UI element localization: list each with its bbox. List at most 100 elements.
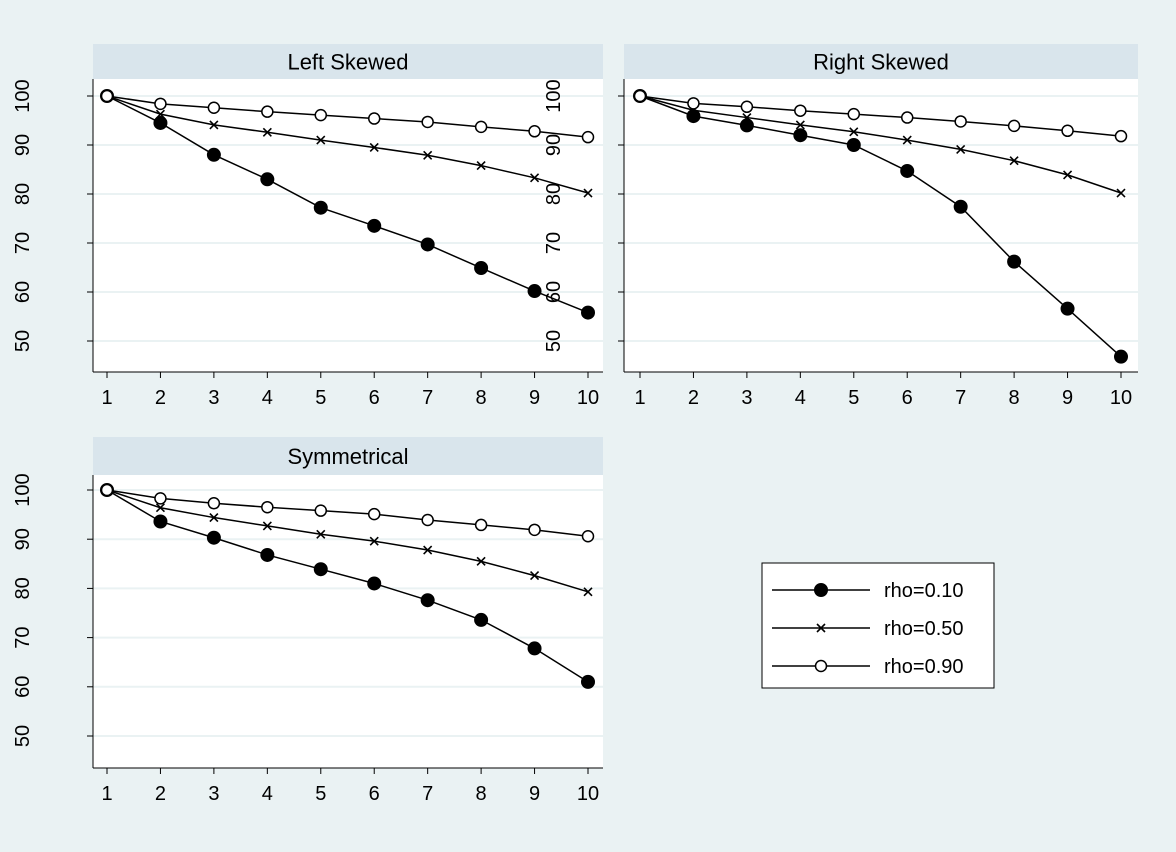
x-tick-label-1: 1 xyxy=(634,387,645,409)
series-rho-0-50-point-3-b xyxy=(262,127,272,137)
series-rho-0-90-point-5 xyxy=(900,111,914,124)
series-rho-0-90-point-0 xyxy=(100,483,114,497)
series-rho-0-50-point-7-b xyxy=(476,161,486,171)
x-tick-label-2: 2 xyxy=(155,783,166,805)
x-tick-label-1: 1 xyxy=(101,783,112,805)
y-tick-label-100: 100 xyxy=(543,79,565,112)
series-rho-0-10-point-9 xyxy=(1114,349,1128,364)
series-rho-0-50-point-7 xyxy=(1009,156,1019,166)
series-rho-0-10-point-9 xyxy=(581,305,595,320)
series-rho-0-10-point-8 xyxy=(527,641,542,656)
series-rho-0-50-point-4-b xyxy=(316,529,326,539)
series-rho-0-50-point-6 xyxy=(423,545,433,555)
x-tick-label-3: 3 xyxy=(741,387,752,409)
series-rho-0-50-line xyxy=(639,95,1122,194)
series-rho-0-90 xyxy=(100,89,595,144)
series-rho-0-50-point-2-b xyxy=(209,512,219,523)
series-rho-0-50-point-4 xyxy=(316,135,326,145)
y-tick-label-90: 90 xyxy=(543,134,565,156)
series-rho-0-50-point-5 xyxy=(902,135,912,145)
panel-title-strip xyxy=(624,44,1138,79)
series-rho-0-50-point-3 xyxy=(795,120,805,130)
series-rho-0-10-point-5 xyxy=(900,163,915,178)
plot-area xyxy=(624,79,1138,372)
y-tick-label-60: 60 xyxy=(12,281,34,303)
legend-item-rho-0-50: rho=0.50 xyxy=(772,618,964,640)
x-tick-label-3: 3 xyxy=(208,783,219,805)
series-rho-0-10-line xyxy=(106,95,589,314)
series-rho-0-10-point-6 xyxy=(420,237,435,252)
series-rho-0-50-point-4 xyxy=(849,127,859,137)
series-rho-0-50-point-7 xyxy=(476,161,486,171)
x-tick-label-6: 6 xyxy=(902,387,913,409)
series-rho-0-10-point-4 xyxy=(313,562,328,577)
series-rho-0-90-point-7 xyxy=(474,120,488,134)
legend-item-rho-0-50-point-0-b xyxy=(816,623,826,633)
x-tick-label-4: 4 xyxy=(795,387,806,409)
series-rho-0-10-point-4 xyxy=(313,200,328,215)
series-rho-0-50-point-5-b xyxy=(369,142,379,153)
x-tick-label-10: 10 xyxy=(1110,387,1132,409)
series-rho-0-90-point-1 xyxy=(154,492,167,505)
series-rho-0-90-point-9 xyxy=(1114,129,1128,143)
series-rho-0-50-point-8-b xyxy=(529,173,540,183)
series-rho-0-50-point-1 xyxy=(155,109,166,119)
series-rho-0-10-point-8 xyxy=(527,284,542,299)
series-rho-0-10-point-2 xyxy=(206,147,221,162)
y-tick-label-80: 80 xyxy=(12,577,34,599)
series-rho-0-50-point-8 xyxy=(1062,170,1073,180)
series-rho-0-90 xyxy=(633,89,1128,143)
series-rho-0-90-point-7 xyxy=(1007,119,1021,133)
series-rho-0-90-point-8 xyxy=(528,125,541,138)
series-rho-0-10-point-6 xyxy=(953,199,968,214)
series-rho-0-90-point-9 xyxy=(581,529,595,543)
series-rho-0-50-point-9-b xyxy=(583,188,593,198)
y-tick-label-80: 80 xyxy=(12,183,34,205)
series-rho-0-90-point-6 xyxy=(421,513,434,527)
series-rho-0-10-point-3 xyxy=(793,128,808,143)
legend-item-rho-0-90: rho=0.90 xyxy=(772,656,964,678)
series-rho-0-90-point-5 xyxy=(367,112,381,125)
y-tick-label-70: 70 xyxy=(12,626,34,648)
panel-title: Left Skewed xyxy=(287,50,408,75)
series-rho-0-10-line xyxy=(106,489,589,683)
x-tick-label-7: 7 xyxy=(955,387,966,409)
series-rho-0-10-point-2 xyxy=(206,530,221,545)
legend-item-rho-0-90-label: rho=0.90 xyxy=(884,656,964,678)
series-rho-0-90-point-1 xyxy=(687,97,700,110)
series-rho-0-10-point-1 xyxy=(153,514,168,529)
series-rho-0-50-point-7-b xyxy=(1009,156,1019,166)
series-rho-0-50-point-5 xyxy=(369,536,379,546)
panel-title-strip xyxy=(93,44,603,79)
legend: rho=0.10 rho=0.50 rho=0.90 xyxy=(761,562,995,689)
y-tick-label-60: 60 xyxy=(12,676,34,698)
series-rho-0-10-point-4 xyxy=(846,138,861,152)
x-tick-label-9: 9 xyxy=(1062,387,1073,409)
x-tick-label-10: 10 xyxy=(577,387,599,409)
series-rho-0-50-point-3 xyxy=(262,127,272,137)
series-rho-0-90-point-0 xyxy=(633,89,647,103)
panel-title: Symmetrical xyxy=(287,444,408,469)
series-rho-0-50-point-6-b xyxy=(423,150,433,160)
series-rho-0-90-point-2 xyxy=(207,497,221,510)
legend-box xyxy=(761,562,995,689)
x-tick-label-1: 1 xyxy=(101,387,112,409)
y-tick-label-80: 80 xyxy=(543,183,565,205)
series-rho-0-50-point-6-b xyxy=(956,144,966,154)
x-tick-label-9: 9 xyxy=(529,783,540,805)
series-rho-0-50-line xyxy=(106,95,589,194)
y-tick-label-50: 50 xyxy=(543,330,565,352)
series-rho-0-50-point-6 xyxy=(956,144,966,154)
y-tick-label-70: 70 xyxy=(12,232,34,254)
series-rho-0-90-line xyxy=(639,95,1122,137)
series-rho-0-50-point-8 xyxy=(529,571,540,581)
series-rho-0-10-point-7 xyxy=(1007,254,1022,269)
x-tick-label-8: 8 xyxy=(476,387,487,409)
x-tick-label-5: 5 xyxy=(848,387,859,409)
x-tick-label-5: 5 xyxy=(315,387,326,409)
series-rho-0-50-point-9 xyxy=(583,188,593,198)
series-rho-0-50-point-7 xyxy=(476,556,486,566)
y-tick-label-70: 70 xyxy=(543,232,565,254)
series-rho-0-90-point-2 xyxy=(740,100,754,114)
